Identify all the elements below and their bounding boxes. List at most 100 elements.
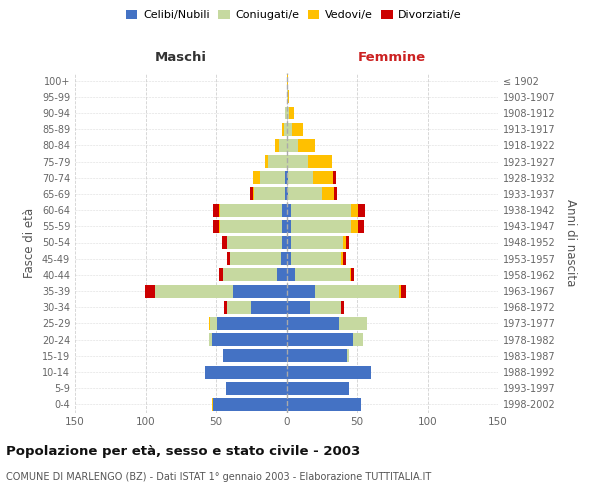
Bar xyxy=(275,139,280,152)
Bar xyxy=(287,220,291,233)
Bar xyxy=(268,155,287,168)
Bar xyxy=(287,284,314,298)
Bar xyxy=(313,172,333,184)
Bar xyxy=(285,172,287,184)
Text: COMUNE DI MARLENGO (BZ) - Dati ISTAT 1° gennaio 2003 - Elaborazione TUTTITALIA.I: COMUNE DI MARLENGO (BZ) - Dati ISTAT 1° … xyxy=(6,472,431,482)
Bar xyxy=(334,188,337,200)
Bar xyxy=(287,139,298,152)
Bar xyxy=(338,317,367,330)
Bar xyxy=(219,204,220,216)
Bar xyxy=(223,350,287,362)
Bar xyxy=(282,122,284,136)
Bar xyxy=(401,284,406,298)
Legend: Celibi/Nubili, Coniugati/e, Vedovi/e, Divorziati/e: Celibi/Nubili, Coniugati/e, Vedovi/e, Di… xyxy=(122,6,466,25)
Bar xyxy=(224,301,227,314)
Bar xyxy=(233,284,287,298)
Bar xyxy=(211,317,217,330)
Bar xyxy=(343,236,346,249)
Bar xyxy=(251,301,287,314)
Bar xyxy=(205,366,287,378)
Bar xyxy=(219,268,223,281)
Bar xyxy=(287,106,289,120)
Bar xyxy=(287,398,361,411)
Bar xyxy=(221,236,227,249)
Y-axis label: Anni di nascita: Anni di nascita xyxy=(564,199,577,286)
Bar xyxy=(287,317,338,330)
Bar xyxy=(352,204,358,216)
Bar xyxy=(346,236,349,249)
Bar xyxy=(230,252,281,265)
Bar xyxy=(289,106,293,120)
Bar xyxy=(285,188,287,200)
Bar xyxy=(287,172,288,184)
Bar xyxy=(347,350,349,362)
Bar xyxy=(310,301,341,314)
Bar xyxy=(213,398,287,411)
Bar xyxy=(291,220,352,233)
Text: Maschi: Maschi xyxy=(155,50,207,64)
Bar xyxy=(209,333,212,346)
Bar xyxy=(352,268,354,281)
Bar xyxy=(358,204,365,216)
Bar xyxy=(282,204,287,216)
Bar xyxy=(223,268,277,281)
Bar xyxy=(287,333,353,346)
Bar xyxy=(145,284,155,298)
Bar xyxy=(288,188,322,200)
Bar xyxy=(287,155,308,168)
Bar xyxy=(280,139,287,152)
Bar xyxy=(358,220,364,233)
Bar xyxy=(291,236,343,249)
Bar xyxy=(287,122,292,136)
Bar xyxy=(287,252,291,265)
Bar xyxy=(287,366,371,378)
Bar xyxy=(287,301,310,314)
Y-axis label: Fasce di età: Fasce di età xyxy=(23,208,36,278)
Bar xyxy=(287,204,291,216)
Bar xyxy=(287,74,288,87)
Bar xyxy=(291,204,352,216)
Bar xyxy=(226,382,287,394)
Bar xyxy=(287,350,347,362)
Bar xyxy=(227,236,282,249)
Bar xyxy=(288,90,289,104)
Bar xyxy=(352,220,358,233)
Bar xyxy=(287,90,288,104)
Bar xyxy=(341,301,344,314)
Bar xyxy=(288,172,313,184)
Bar xyxy=(333,172,336,184)
Bar xyxy=(287,268,295,281)
Bar xyxy=(220,204,282,216)
Bar xyxy=(314,284,400,298)
Bar xyxy=(281,252,287,265)
Bar xyxy=(219,220,220,233)
Bar xyxy=(282,220,287,233)
Bar xyxy=(287,236,291,249)
Text: Popolazione per età, sesso e stato civile - 2003: Popolazione per età, sesso e stato civil… xyxy=(6,445,360,458)
Bar xyxy=(213,220,219,233)
Bar xyxy=(343,252,346,265)
Bar xyxy=(277,268,287,281)
Bar xyxy=(220,220,282,233)
Bar xyxy=(217,317,287,330)
Bar xyxy=(212,333,287,346)
Bar xyxy=(295,268,350,281)
Bar xyxy=(284,122,287,136)
Bar xyxy=(155,284,233,298)
Bar xyxy=(291,252,341,265)
Bar xyxy=(292,122,304,136)
Text: Femmine: Femmine xyxy=(358,50,427,64)
Bar xyxy=(400,284,401,298)
Bar xyxy=(212,398,213,411)
Bar xyxy=(298,139,315,152)
Bar xyxy=(250,188,253,200)
Bar xyxy=(287,382,349,394)
Bar xyxy=(353,333,362,346)
Bar xyxy=(213,204,219,216)
Bar xyxy=(260,172,285,184)
Bar xyxy=(253,188,254,200)
Bar xyxy=(253,172,260,184)
Bar xyxy=(287,188,288,200)
Bar xyxy=(254,188,285,200)
Bar xyxy=(282,236,287,249)
